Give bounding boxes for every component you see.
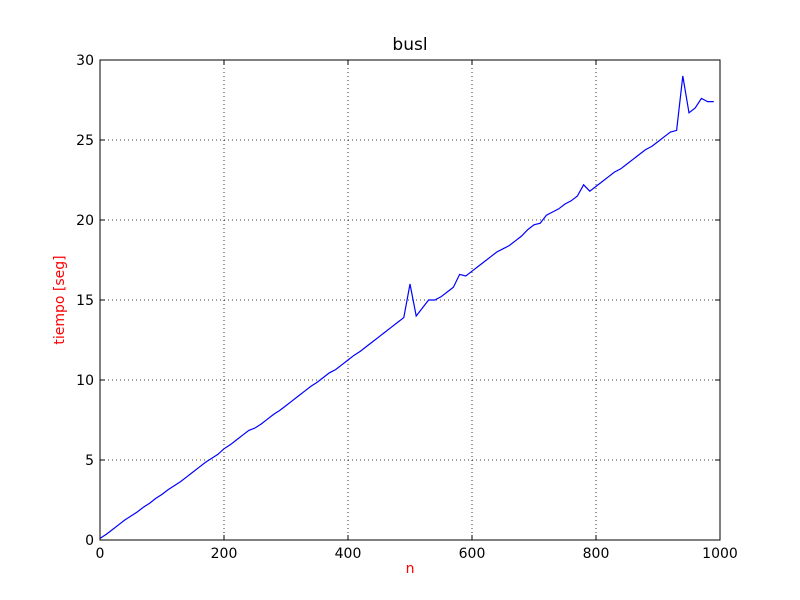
x-tick-label: 600 bbox=[459, 546, 486, 562]
y-tick-label: 0 bbox=[85, 533, 94, 549]
x-tick-label: 0 bbox=[96, 546, 105, 562]
y-tick-label: 20 bbox=[76, 213, 94, 229]
y-tick-label: 15 bbox=[76, 293, 94, 309]
y-axis-label: tiempo [seg] bbox=[52, 255, 68, 344]
ticks: 0 200 400 600 800 1000 0 5 10 15 20 25 30 bbox=[76, 53, 738, 562]
x-tick-label: 800 bbox=[583, 546, 610, 562]
y-tick-label: 30 bbox=[76, 53, 94, 69]
chart-title: busl bbox=[392, 35, 427, 55]
series-line-busl bbox=[99, 75, 714, 539]
y-tick-label: 10 bbox=[76, 373, 94, 389]
y-tick-label: 5 bbox=[85, 453, 94, 469]
x-tick-label: 400 bbox=[335, 546, 362, 562]
x-tick-label: 1000 bbox=[702, 546, 738, 562]
x-axis-label: n bbox=[406, 561, 415, 577]
y-tick-label: 25 bbox=[76, 133, 94, 149]
x-tick-label: 200 bbox=[211, 546, 238, 562]
